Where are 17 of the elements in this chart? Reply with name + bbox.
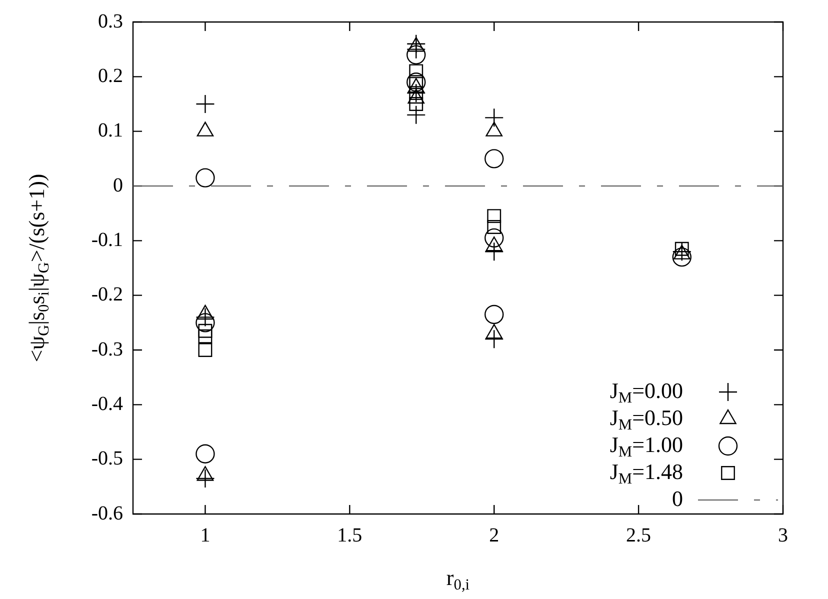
x-tick-label: 3 xyxy=(778,524,788,546)
text: <ψG|s0si|ψG>/(s(s+1)) xyxy=(24,174,53,362)
y-tick-label: -0.5 xyxy=(91,448,123,470)
y-tick-label: -0.3 xyxy=(91,338,123,360)
y-tick-label: -0.1 xyxy=(91,228,123,251)
x-tick-label: 2.5 xyxy=(626,524,652,546)
y-tick-label: 0.2 xyxy=(98,64,123,87)
x-tick-label: 2 xyxy=(489,524,500,546)
y-tick-label: 0.1 xyxy=(98,120,123,142)
y-tick-label: -0.6 xyxy=(91,502,123,524)
x-tick-label: 1 xyxy=(200,524,210,546)
x-tick-label: 1.5 xyxy=(337,524,362,546)
y-tick-label: 0 xyxy=(113,174,123,196)
legend-label: 0 xyxy=(672,486,683,511)
y-tick-label: -0.2 xyxy=(91,284,123,306)
y-tick-label: 0.3 xyxy=(98,10,123,32)
y-tick-label: -0.4 xyxy=(91,392,123,415)
